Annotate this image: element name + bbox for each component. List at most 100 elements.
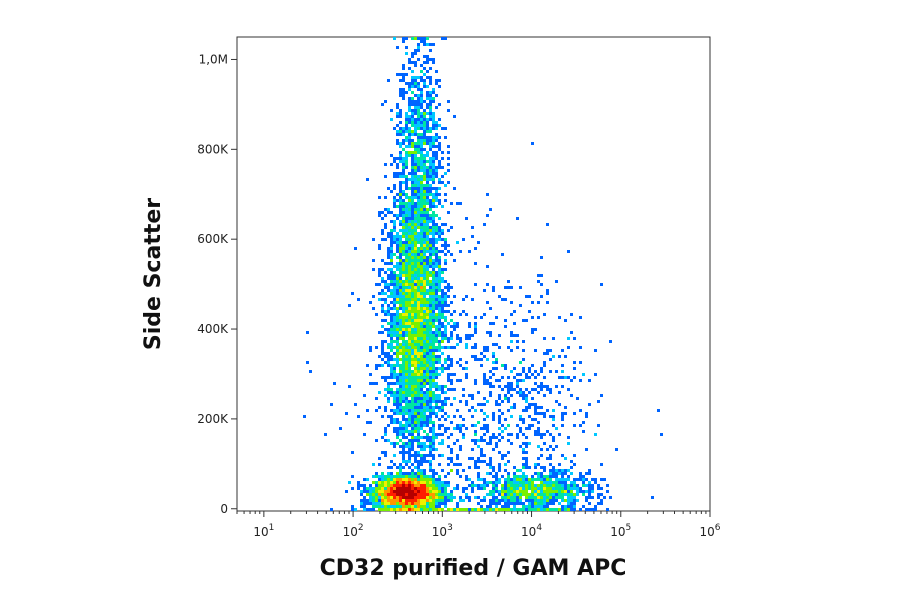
density-point	[510, 502, 513, 505]
density-point	[375, 502, 378, 505]
density-point	[495, 487, 498, 490]
density-point	[489, 382, 492, 385]
density-point	[417, 256, 420, 259]
density-point	[426, 211, 429, 214]
density-point	[528, 424, 531, 427]
density-point	[411, 226, 414, 229]
density-point	[477, 391, 480, 394]
density-point	[429, 175, 432, 178]
density-point	[546, 490, 549, 493]
density-point	[432, 496, 435, 499]
density-point	[429, 130, 432, 133]
density-point	[504, 385, 507, 388]
density-point	[426, 184, 429, 187]
density-point	[549, 457, 552, 460]
density-point	[414, 130, 417, 133]
density-point	[570, 313, 573, 316]
density-point	[507, 346, 510, 349]
density-point	[429, 421, 432, 424]
density-point	[414, 454, 417, 457]
density-point	[432, 178, 435, 181]
density-point	[414, 412, 417, 415]
density-point	[396, 499, 399, 502]
density-point	[411, 181, 414, 184]
density-point	[390, 370, 393, 373]
density-point	[441, 298, 444, 301]
density-point	[432, 118, 435, 121]
density-point	[483, 478, 486, 481]
density-point	[435, 79, 438, 82]
density-point	[402, 460, 405, 463]
density-point	[540, 433, 543, 436]
density-point	[531, 487, 534, 490]
density-point	[585, 499, 588, 502]
density-point	[447, 250, 450, 253]
density-point	[525, 406, 528, 409]
density-point	[432, 43, 435, 46]
density-point	[411, 169, 414, 172]
density-point	[429, 304, 432, 307]
density-point	[417, 352, 420, 355]
density-point	[489, 439, 492, 442]
density-point	[396, 274, 399, 277]
density-point	[396, 286, 399, 289]
density-point	[573, 505, 576, 508]
density-point	[405, 259, 408, 262]
density-point	[429, 118, 432, 121]
density-point	[384, 214, 387, 217]
density-point	[402, 247, 405, 250]
density-point	[399, 391, 402, 394]
density-point	[411, 427, 414, 430]
density-point	[408, 136, 411, 139]
density-point	[414, 250, 417, 253]
density-point	[399, 88, 402, 91]
density-point	[423, 256, 426, 259]
density-point	[426, 502, 429, 505]
density-point	[447, 169, 450, 172]
density-point	[585, 472, 588, 475]
density-point	[396, 115, 399, 118]
density-point	[453, 295, 456, 298]
density-point	[393, 322, 396, 325]
density-point	[426, 403, 429, 406]
density-point	[531, 418, 534, 421]
density-point	[399, 286, 402, 289]
density-point	[405, 427, 408, 430]
density-point	[396, 418, 399, 421]
density-point	[423, 319, 426, 322]
density-point	[390, 382, 393, 385]
density-point	[417, 262, 420, 265]
density-point	[432, 61, 435, 64]
density-point	[420, 238, 423, 241]
density-point	[438, 478, 441, 481]
density-point	[510, 484, 513, 487]
density-point	[387, 334, 390, 337]
density-point	[387, 256, 390, 259]
density-point	[567, 388, 570, 391]
density-point	[525, 478, 528, 481]
density-point	[516, 502, 519, 505]
density-point	[429, 106, 432, 109]
density-point	[498, 451, 501, 454]
density-point	[390, 421, 393, 424]
density-point	[432, 286, 435, 289]
density-point	[405, 115, 408, 118]
density-point	[429, 355, 432, 358]
density-point	[399, 151, 402, 154]
density-point	[387, 304, 390, 307]
density-point	[543, 478, 546, 481]
x-tick-label: 102	[343, 523, 364, 539]
density-point	[579, 487, 582, 490]
density-point	[420, 148, 423, 151]
density-point	[435, 340, 438, 343]
density-point	[402, 370, 405, 373]
density-point	[552, 439, 555, 442]
density-point	[390, 274, 393, 277]
density-point	[432, 442, 435, 445]
density-point	[390, 307, 393, 310]
density-point	[507, 382, 510, 385]
density-point	[573, 367, 576, 370]
density-point	[540, 481, 543, 484]
density-point	[429, 139, 432, 142]
density-point	[435, 505, 438, 508]
